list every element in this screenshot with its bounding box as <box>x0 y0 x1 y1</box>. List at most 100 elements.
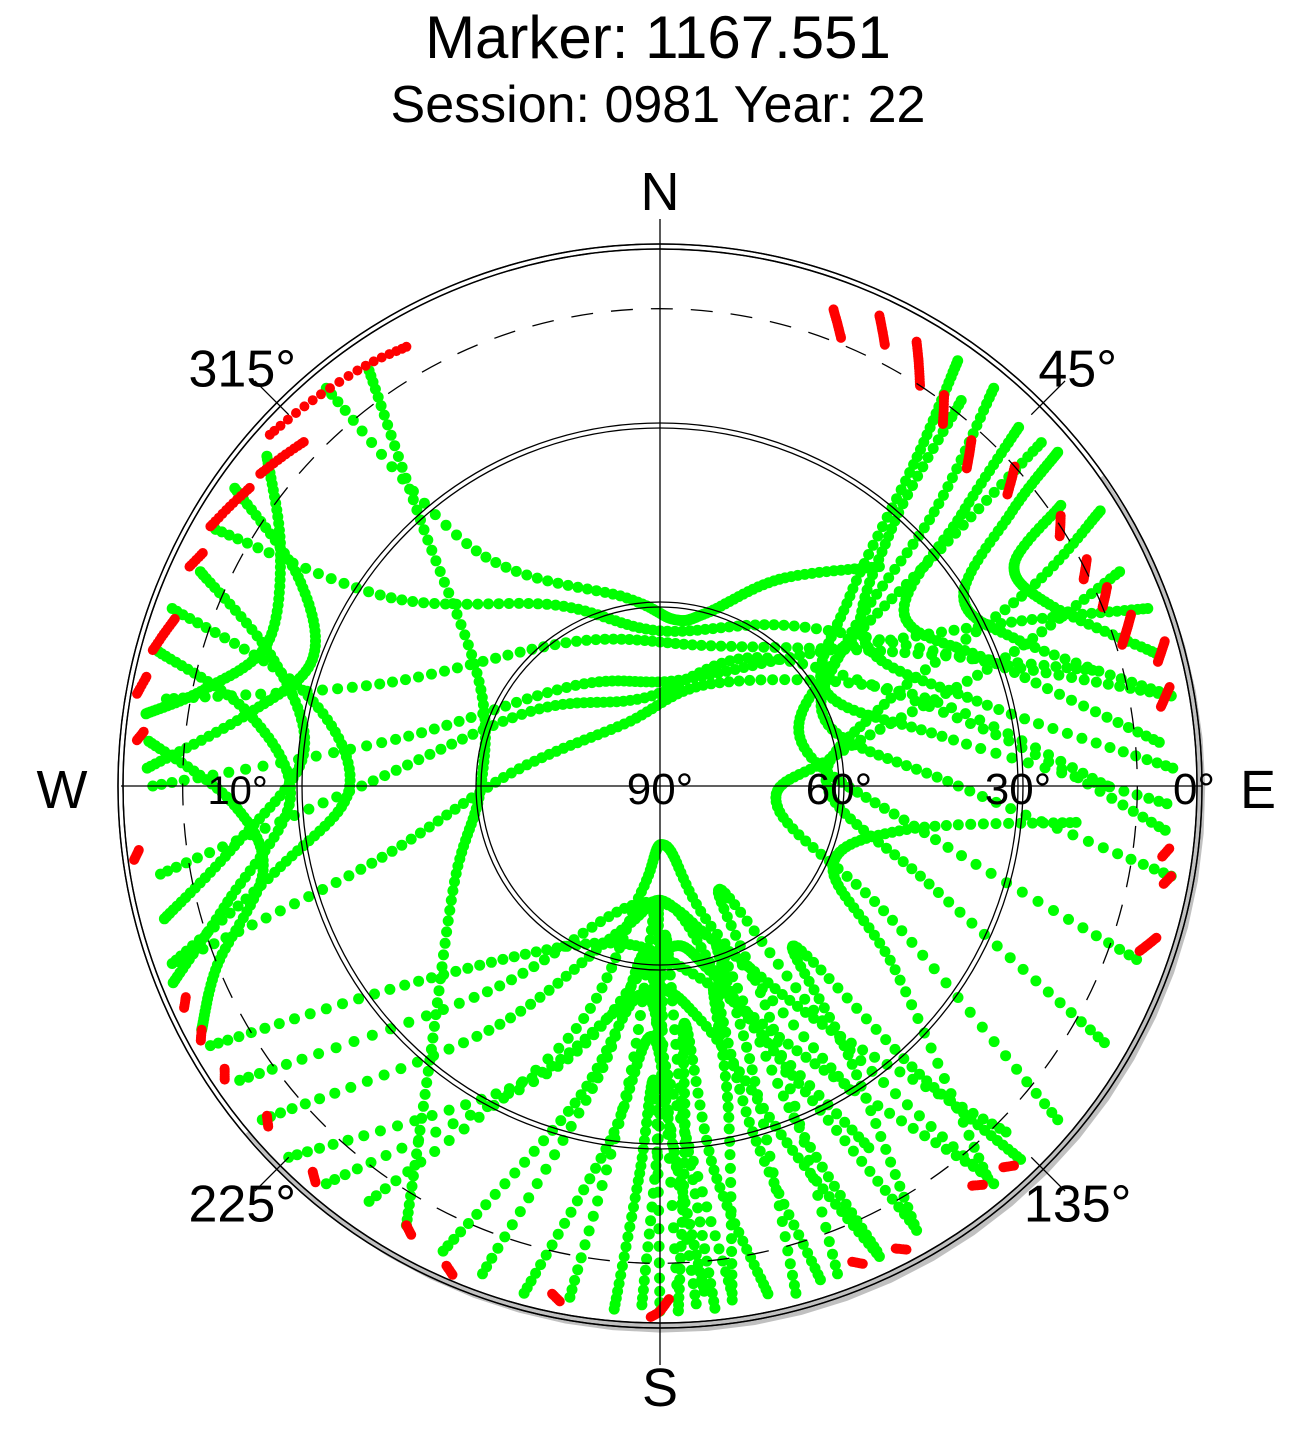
track-point <box>475 1093 487 1105</box>
track-point <box>749 619 761 631</box>
track-point <box>977 1161 989 1173</box>
track-point <box>255 688 267 700</box>
track-point <box>378 1069 390 1081</box>
track-point <box>684 1036 696 1048</box>
track-flagged-20 <box>998 1160 1019 1173</box>
track-flagged-5 <box>132 671 152 699</box>
azimuth-tick <box>254 380 290 416</box>
track-point <box>1093 665 1105 677</box>
track-point <box>688 1239 700 1251</box>
track-point <box>575 1252 587 1264</box>
track-point <box>629 1192 641 1204</box>
track-point <box>1052 446 1064 458</box>
track-point <box>525 998 537 1010</box>
track-point <box>480 1199 492 1211</box>
track-point <box>705 678 717 690</box>
track-point <box>399 979 411 991</box>
track-point <box>312 568 324 580</box>
track-point <box>678 1067 690 1079</box>
track-point <box>430 555 442 567</box>
track-point <box>471 1208 483 1220</box>
track-point <box>885 692 897 704</box>
track-point <box>692 1202 704 1214</box>
track-point <box>291 1149 303 1161</box>
track-point <box>1019 713 1031 725</box>
track-point <box>396 1142 408 1154</box>
track-point <box>717 1049 729 1061</box>
track-point <box>438 969 450 981</box>
track-point <box>514 646 526 658</box>
track-point <box>914 870 926 882</box>
track-point <box>366 857 378 869</box>
track-point <box>768 1045 780 1057</box>
track-point <box>571 1045 583 1057</box>
track-point <box>728 1060 740 1072</box>
track-point <box>878 802 890 814</box>
track-point <box>814 1274 826 1286</box>
track-point <box>690 1249 702 1261</box>
track-point <box>273 1018 285 1030</box>
track-point <box>906 721 917 733</box>
track-point <box>756 936 768 947</box>
track-point <box>392 1120 403 1132</box>
track-point <box>543 984 555 996</box>
track-point <box>820 1221 832 1233</box>
track-point <box>1145 683 1157 695</box>
track-point <box>643 1228 655 1240</box>
track-point <box>280 1058 292 1070</box>
track-point <box>497 715 509 727</box>
track-point <box>737 995 749 1007</box>
track-point <box>561 682 573 693</box>
track-point <box>888 808 900 820</box>
track-point <box>407 596 419 607</box>
track-point <box>1136 680 1148 692</box>
track-point <box>517 1076 529 1088</box>
track-point <box>538 954 550 966</box>
track-point <box>921 1075 933 1087</box>
track-point <box>676 1228 688 1240</box>
track-point <box>897 498 909 510</box>
track-point <box>523 598 535 609</box>
track-point <box>732 982 743 994</box>
track-point <box>1021 1076 1033 1088</box>
track-point <box>1086 607 1098 619</box>
track-point <box>426 668 437 680</box>
track-point <box>584 1173 596 1185</box>
track-point <box>552 1060 564 1072</box>
track-flagged-23 <box>1157 843 1175 862</box>
track-point <box>872 636 884 648</box>
track-point <box>586 921 598 933</box>
track-point <box>316 389 326 400</box>
track-point <box>901 1099 913 1111</box>
track-point <box>328 747 340 759</box>
track-point <box>871 588 883 600</box>
track-point <box>863 1142 875 1154</box>
chart-subtitle: Session: 0981 Year: 22 <box>390 76 926 134</box>
track-point <box>461 538 473 550</box>
track-point <box>244 482 255 493</box>
track-point <box>656 1054 668 1066</box>
track-point <box>1112 717 1124 728</box>
track-tracked-21 <box>710 936 883 1299</box>
track-point <box>937 489 949 501</box>
track-point <box>808 956 819 968</box>
track-point <box>788 1279 800 1291</box>
track-point <box>884 1107 896 1119</box>
track-point <box>831 1124 843 1136</box>
track-point <box>238 643 250 655</box>
track-point <box>799 993 811 1005</box>
track-point <box>533 703 545 715</box>
track-point <box>325 383 335 394</box>
track-point <box>831 1108 843 1120</box>
track-point <box>793 1229 805 1241</box>
track-point <box>975 743 987 754</box>
track-point <box>450 598 462 610</box>
track-point <box>434 566 446 577</box>
track-point <box>679 1098 691 1110</box>
track-point <box>1059 653 1071 665</box>
track-point <box>502 649 514 661</box>
track-point <box>342 1134 354 1146</box>
track-point <box>977 818 989 830</box>
track-point <box>657 1010 668 1022</box>
track-point <box>772 653 784 665</box>
